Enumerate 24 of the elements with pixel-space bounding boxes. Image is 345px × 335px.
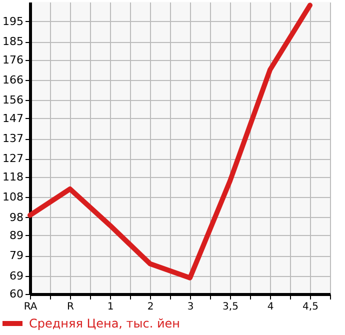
y-tick-label: 137 xyxy=(2,132,24,146)
y-tick-label: 89 xyxy=(10,228,24,242)
y-tick-label: 69 xyxy=(10,269,24,282)
x-tick-label: 1 xyxy=(107,302,114,312)
y-tick-label: 60 xyxy=(10,288,24,300)
y-tick-label: 98 xyxy=(10,210,24,224)
x-tick-label: RA xyxy=(24,302,38,312)
x-tick-label: 2 xyxy=(147,302,154,312)
legend-label: Средняя Цена, тыс. йен xyxy=(29,316,180,330)
x-tick-label: 4 xyxy=(267,302,274,312)
y-tick-label: 166 xyxy=(2,73,24,86)
y-tick-label: 176 xyxy=(2,53,24,66)
y-tick-label: 147 xyxy=(2,112,24,125)
x-tick-label: 3 xyxy=(187,302,194,312)
x-tick-label: 4,5 xyxy=(302,302,318,312)
y-tick-label: 156 xyxy=(2,94,24,107)
y-tick-label: 195 xyxy=(2,14,24,28)
y-tick-label: 118 xyxy=(2,170,24,184)
x-tick-label: R xyxy=(67,302,74,312)
x-tick-label: 3,5 xyxy=(222,302,238,312)
y-tick-label: 108 xyxy=(2,190,24,204)
y-tick-label: 127 xyxy=(2,152,24,166)
y-tick-label: 185 xyxy=(2,35,24,48)
y-tick-label: 79 xyxy=(10,249,24,262)
